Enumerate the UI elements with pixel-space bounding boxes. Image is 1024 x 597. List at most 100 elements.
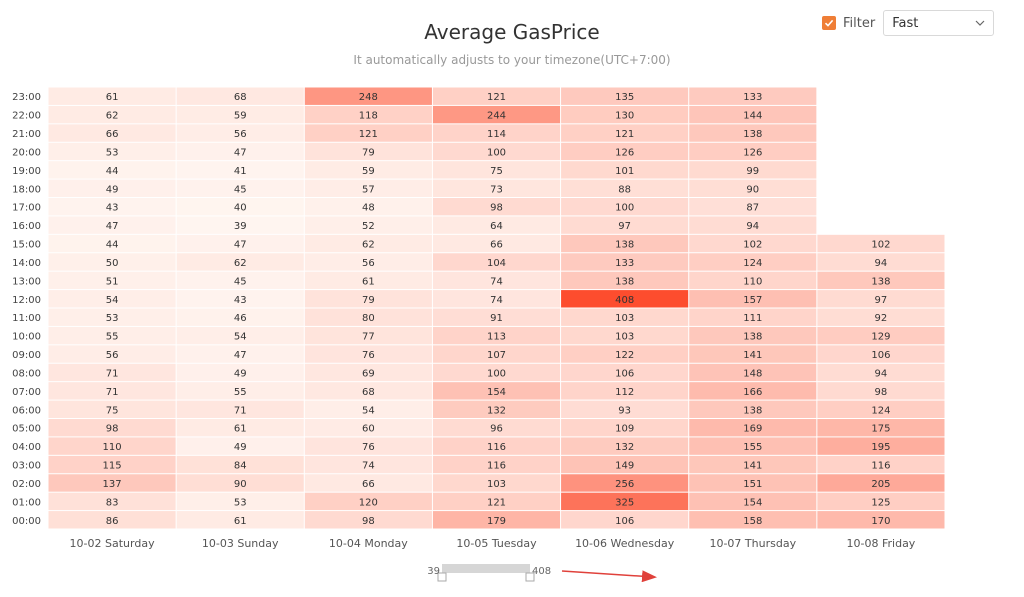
cell-value-label: 120 [359, 497, 378, 508]
heatmap-cell [817, 363, 945, 382]
heatmap-cell [176, 124, 304, 142]
cell-value-label: 91 [490, 313, 503, 324]
y-tick-label: 10:00 [12, 332, 41, 343]
cell-value-label: 118 [359, 111, 378, 122]
cell-value-label: 104 [487, 258, 506, 269]
cell-value-label: 56 [106, 350, 119, 361]
filter-checkbox[interactable] [822, 16, 836, 30]
heatmap-cell [432, 400, 561, 418]
y-tick-label: 18:00 [12, 184, 41, 195]
y-tick-label: 02:00 [12, 479, 41, 490]
heatmap-cell [689, 511, 817, 529]
heatmap-cell [817, 492, 945, 511]
cell-value-label: 59 [234, 111, 247, 122]
heatmap-cell [48, 455, 176, 474]
cell-value-label: 66 [490, 240, 503, 251]
cell-value-label: 53 [106, 313, 119, 324]
range-slider-bar[interactable] [442, 564, 530, 573]
heatmap-cell [48, 290, 176, 308]
heatmap-cell [817, 345, 945, 363]
heatmap-cell [689, 437, 817, 455]
y-tick-label: 12:00 [12, 295, 41, 306]
speed-select-value: Fast [892, 15, 919, 31]
heatmap-cell [432, 437, 561, 455]
heatmap-cell [561, 345, 689, 363]
heatmap-cell [689, 179, 817, 197]
heatmap-cell [48, 234, 176, 253]
cell-value-label: 138 [743, 405, 762, 416]
heatmap-cell [176, 271, 304, 290]
heatmap-cell [304, 179, 432, 197]
cell-value-label: 408 [615, 295, 634, 306]
cell-value-label: 76 [362, 442, 375, 453]
heatmap-cell [817, 290, 945, 308]
cell-value-label: 60 [362, 424, 375, 435]
heatmap-cell [304, 326, 432, 345]
x-tick-label: 10-05 Tuesday [456, 537, 537, 550]
cell-value-label: 109 [615, 424, 634, 435]
heatmap-cell [176, 142, 304, 161]
heatmap-cell [48, 492, 176, 511]
cell-value-label: 138 [743, 129, 762, 140]
cell-value-label: 116 [487, 461, 506, 472]
cell-value-label: 76 [362, 350, 375, 361]
range-handle-min[interactable] [437, 572, 447, 582]
cell-value-label: 103 [615, 332, 634, 343]
cell-value-label: 157 [743, 295, 762, 306]
heatmap-cell [304, 198, 432, 216]
heatmap-cell [689, 400, 817, 418]
cell-value-label: 138 [743, 332, 762, 343]
heatmap-cell [689, 253, 817, 271]
cell-value-label: 256 [615, 479, 634, 490]
cell-value-label: 47 [234, 350, 247, 361]
cell-value-label: 48 [362, 203, 375, 214]
y-tick-label: 11:00 [12, 313, 41, 324]
heatmap-cell [432, 216, 561, 234]
heatmap-cell [48, 87, 176, 105]
cell-value-label: 100 [615, 203, 634, 214]
heatmap-cell [432, 382, 561, 400]
heatmap-cell [561, 326, 689, 345]
heatmap-cell [304, 308, 432, 326]
cell-value-label: 40 [234, 203, 247, 214]
cell-value-label: 74 [490, 276, 503, 287]
heatmap-cell [689, 271, 817, 290]
heatmap-cell [304, 87, 432, 105]
cell-value-label: 113 [487, 332, 506, 343]
cell-value-label: 116 [487, 442, 506, 453]
heatmap-cell [48, 326, 176, 345]
cell-value-label: 79 [362, 295, 375, 306]
heatmap-cell [817, 437, 945, 455]
heatmap-cell [48, 105, 176, 124]
heatmap-cell [817, 234, 945, 253]
cell-value-label: 138 [615, 240, 634, 251]
heatmap-cell [689, 308, 817, 326]
y-tick-label: 23:00 [12, 92, 41, 103]
cell-value-label: 66 [106, 129, 119, 140]
heatmap-cell [176, 87, 304, 105]
y-tick-label: 15:00 [12, 240, 41, 251]
cell-value-label: 71 [106, 368, 119, 379]
cell-value-label: 121 [487, 92, 506, 103]
heatmap-cell [176, 179, 304, 197]
cell-value-label: 49 [106, 184, 119, 195]
cell-value-label: 125 [871, 497, 890, 508]
y-tick-label: 03:00 [12, 461, 41, 472]
y-tick-label: 19:00 [12, 166, 41, 177]
heatmap-cell [432, 511, 561, 529]
cell-value-label: 96 [490, 424, 503, 435]
cell-value-label: 54 [106, 295, 119, 306]
heatmap-cell [689, 124, 817, 142]
x-tick-label: 10-07 Thursday [709, 537, 796, 550]
cell-value-label: 116 [871, 461, 890, 472]
range-handle-max[interactable] [525, 572, 535, 582]
y-tick-label: 00:00 [12, 516, 41, 527]
y-tick-label: 16:00 [12, 221, 41, 232]
heatmap-cell [176, 198, 304, 216]
heatmap-cell [689, 326, 817, 345]
cell-value-label: 166 [743, 387, 762, 398]
heatmap-cell [304, 400, 432, 418]
speed-select[interactable]: Fast [883, 10, 995, 36]
cell-value-label: 132 [487, 405, 506, 416]
cell-value-label: 44 [106, 166, 119, 177]
